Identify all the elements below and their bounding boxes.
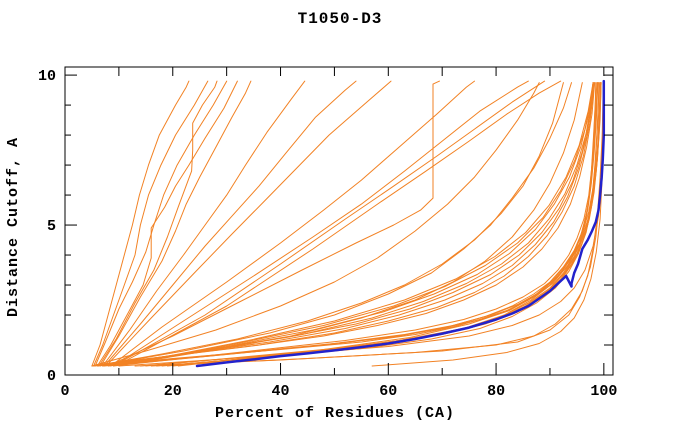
y-tick-label: 5 xyxy=(47,218,56,235)
model-33-curve xyxy=(172,82,602,367)
x-tick-label: 80 xyxy=(487,383,505,400)
model-06-curve xyxy=(100,80,252,367)
model-01-curve xyxy=(91,80,190,367)
model-11-curve xyxy=(110,80,475,367)
model-10-curve xyxy=(107,80,440,367)
x-axis-label: Percent of Residues (CA) xyxy=(214,405,456,422)
model-13-curve xyxy=(115,80,546,365)
model-14-curve xyxy=(118,80,562,365)
model-35-curve xyxy=(96,82,596,365)
model-42-curve xyxy=(139,82,594,362)
x-tick-label: 100 xyxy=(590,383,617,400)
model-28-curve xyxy=(139,82,600,367)
x-tick-label: 0 xyxy=(60,383,69,400)
x-tick-label: 20 xyxy=(164,383,182,400)
chart-title: T1050-D3 xyxy=(297,10,383,28)
model-40-curve xyxy=(129,82,594,364)
model-19-curve xyxy=(113,82,599,367)
model-39-curve xyxy=(123,82,594,365)
model-20-curve xyxy=(118,82,605,367)
y-tick-label: 10 xyxy=(38,68,56,85)
model-03-curve xyxy=(94,80,228,367)
plot-frame xyxy=(64,66,614,376)
model-18-curve xyxy=(107,82,598,367)
model-37-curve xyxy=(107,82,594,365)
model-22-curve xyxy=(96,82,572,367)
model-24-curve xyxy=(102,82,583,367)
model-36-curve xyxy=(102,82,595,365)
model-12-curve xyxy=(113,80,529,367)
model-07-curve xyxy=(102,80,306,367)
model-08-curve xyxy=(103,80,357,367)
model-21-curve xyxy=(94,82,564,367)
x-tick-label: 60 xyxy=(379,383,397,400)
x-tick-label: 40 xyxy=(272,383,290,400)
model-23-curve xyxy=(91,82,540,367)
y-tick-label: 0 xyxy=(47,368,56,385)
model-41-curve xyxy=(134,82,594,364)
model-34-curve xyxy=(177,82,602,367)
model-26-curve xyxy=(150,82,604,367)
highlight-model-curve xyxy=(195,79,606,368)
model-02-curve xyxy=(93,80,209,367)
model-05-curve xyxy=(98,80,218,367)
model-04-curve xyxy=(96,80,238,367)
model-09-curve xyxy=(105,80,392,367)
